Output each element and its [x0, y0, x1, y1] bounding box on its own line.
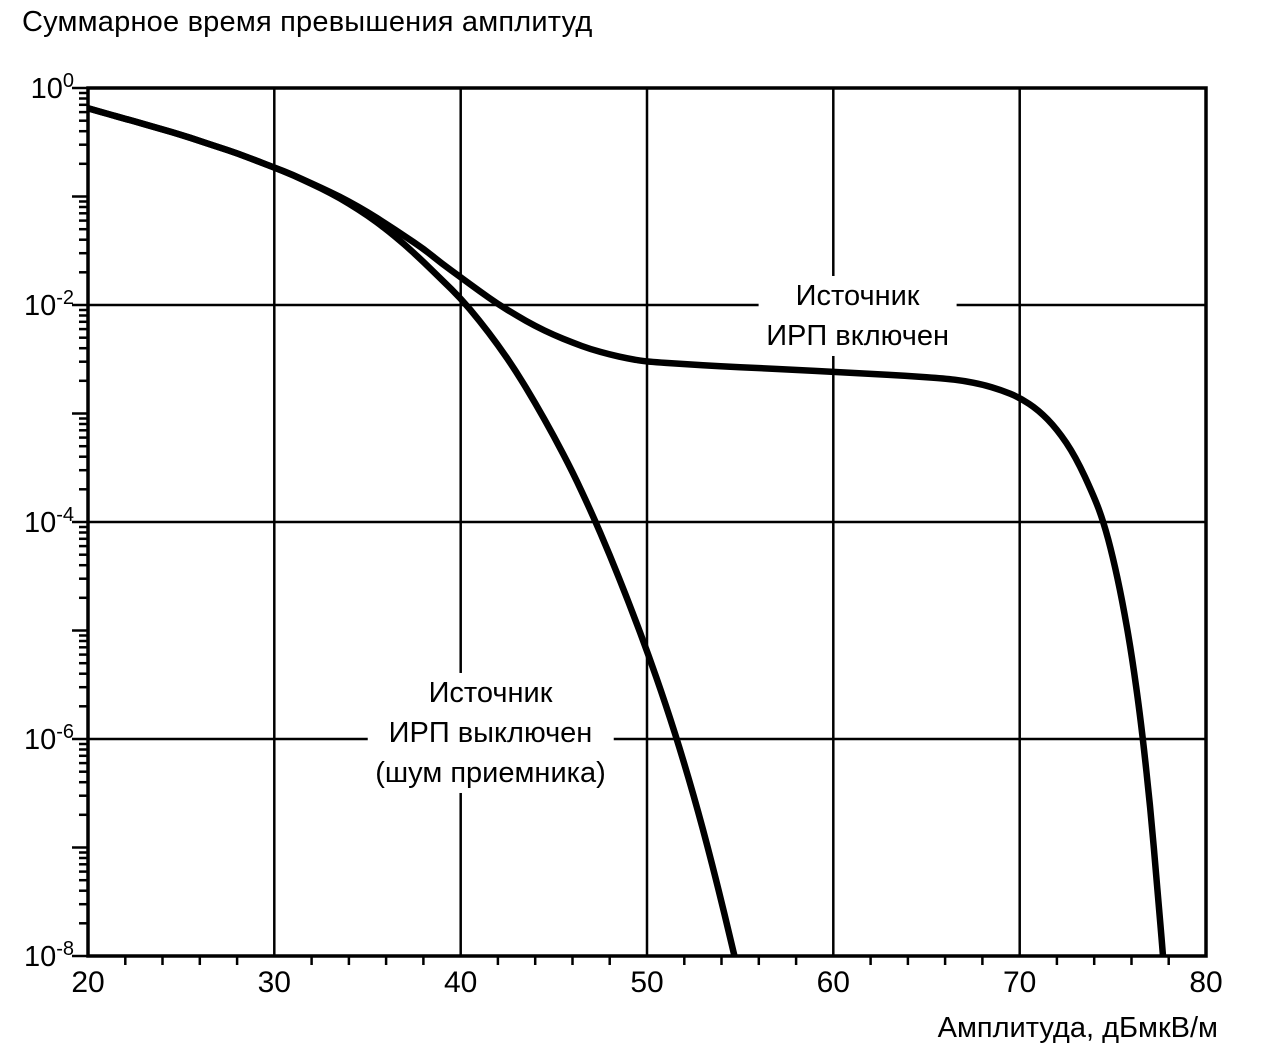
plot-border: [86, 86, 1208, 958]
x-tick-label: 50: [630, 966, 664, 999]
x-tick-label: 20: [71, 966, 105, 999]
y-tick-exponent: -2: [56, 287, 74, 310]
y-tick-label: 10-2: [24, 287, 74, 323]
y-tick-base: 10: [30, 72, 63, 105]
y-tick-exponent: 0: [62, 70, 74, 93]
curve-irp-on: [88, 105, 1167, 956]
x-tick-label: 70: [1003, 966, 1037, 999]
y-tick-base: 10: [23, 289, 57, 322]
x-tick-label: 40: [444, 966, 478, 999]
y-tick-exponent: -6: [56, 721, 74, 744]
x-tick-label: 30: [257, 966, 291, 999]
y-tick-base: 10: [23, 940, 57, 973]
y-tick-base: 10: [23, 506, 57, 539]
label-irp-off: Источник ИРП выключен (шум приемника): [367, 672, 614, 793]
curve-irp-off: [88, 105, 738, 956]
y-tick-label: 10-4: [24, 504, 74, 540]
y-tick-label: 100: [31, 70, 74, 106]
x-tick-label: 60: [816, 966, 850, 999]
x-axis-label: Амплитуда, дБмкВ/м: [937, 1012, 1218, 1044]
grid-lines: [88, 88, 1206, 956]
y-tick-exponent: -8: [56, 938, 74, 961]
y-tick-label: 10-8: [24, 938, 74, 974]
axis-ticks: [72, 86, 1170, 965]
label-irp-on: Источник ИРП включен: [758, 275, 957, 356]
y-tick-exponent: -4: [56, 504, 74, 527]
y-tick-base: 10: [23, 723, 57, 756]
y-tick-label: 10-6: [24, 721, 74, 757]
x-tick-label: 80: [1189, 966, 1223, 999]
chart-title: Суммарное время превышения амплитуд: [22, 6, 593, 38]
